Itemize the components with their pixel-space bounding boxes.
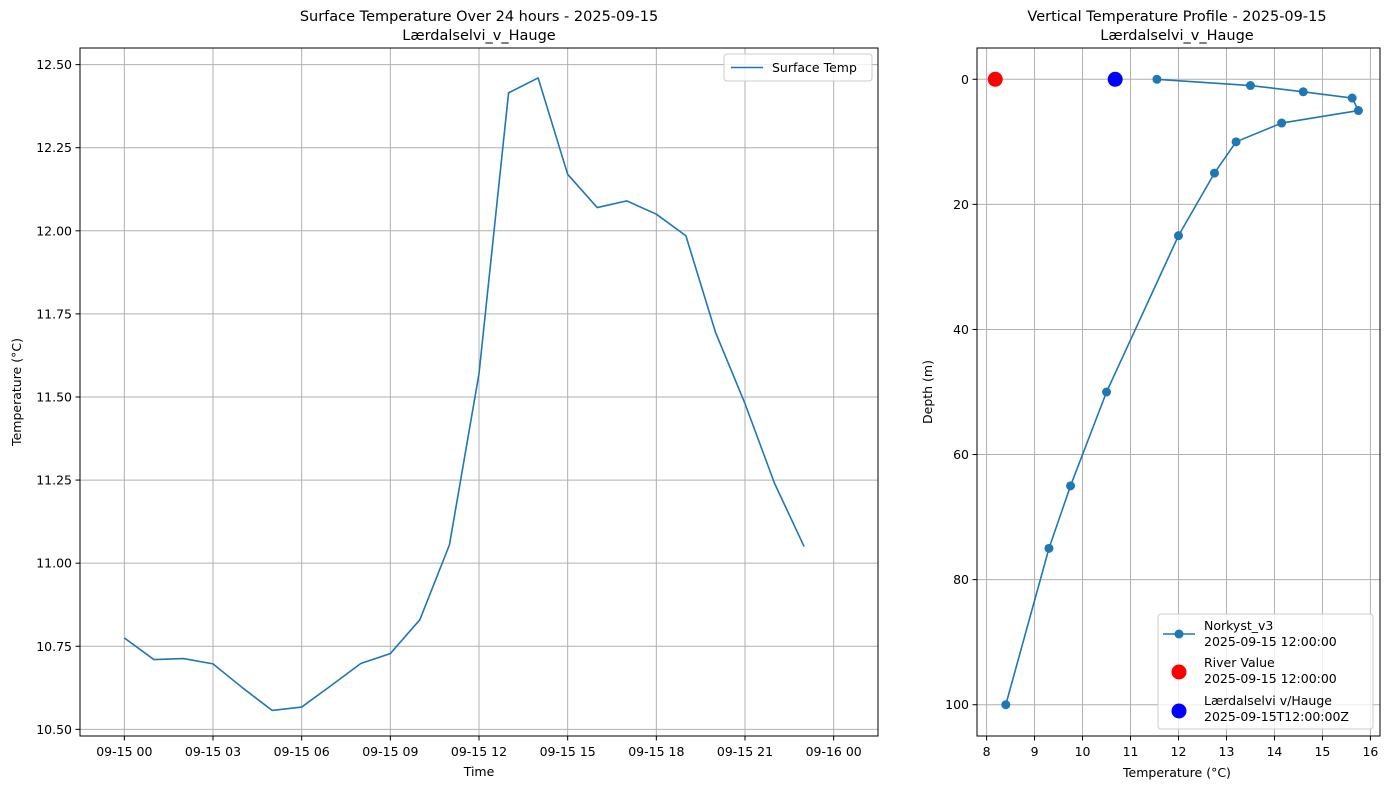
left-chart-subtitle: Lærdalselvi_v_Hauge [402,28,556,44]
right-data-point [1277,118,1287,128]
right-legend: Norkyst_v3 2025-09-15 12:00:00 River Val… [1157,613,1374,730]
left-grid [80,48,878,736]
left-legend: Surface Temp [723,53,873,82]
right-data-point [1174,231,1183,241]
right-highlight-point [1107,71,1123,87]
right-chart-subtitle: Lærdalselvi_v_Hauge [1100,28,1254,44]
left-axis-ticks: 09-15 00 09-15 03 09-15 06 09-15 09 09-15 12… [36,57,862,759]
right-data-point [1231,137,1241,147]
right-data-point [1209,168,1219,178]
legend-norkyst-label-line2: 2025-09-15 12:00:00 [1204,634,1337,649]
left-y-tick-label: 10.75 [36,639,72,654]
left-x-tick-label: 09-15 15 [540,744,596,759]
right-data-point [1347,93,1357,103]
vertical-profile-chart: Vertical Temperature Profile - 2025-09-1… [920,9,1381,780]
left-x-tick-label: 09-15 03 [185,744,241,759]
left-y-tick-label: 12.00 [36,223,72,238]
right-y-tick-label: 100 [945,697,969,712]
legend-river-label: River Value [1204,655,1275,670]
left-chart-title: Surface Temperature Over 24 hours - 2025… [300,9,658,25]
left-series-line [123,77,805,712]
legend-norkyst-label: Norkyst_v3 [1204,618,1273,633]
right-x-tick-label: 8 [983,744,991,759]
right-y-tick-label: 40 [953,322,969,337]
legend-river-swatch [1171,664,1187,680]
right-axis-ticks: 8 9 10 11 12 13 14 15 16 0 20 40 60 80 100 [945,72,1378,759]
right-x-axis-label: Temperature (°C) [1122,765,1231,780]
right-x-tick-label: 16 [1362,744,1378,759]
left-x-axis-label: Time [463,764,495,779]
right-data-point [1152,74,1162,84]
legend-station-label-line2: 2025-09-15T12:00:00Z [1204,709,1349,724]
right-legend-box [1157,613,1374,730]
legend-station-swatch [1171,703,1187,719]
surface-temperature-chart: Surface Temperature Over 24 hours - 2025… [9,9,879,779]
right-data-point [1245,81,1255,91]
left-x-tick-label: 09-16 00 [806,744,862,759]
left-y-tick-label: 11.25 [36,473,72,488]
right-y-tick-label: 0 [961,72,969,87]
left-legend-label: Surface Temp [772,60,857,75]
right-data-point [1044,543,1054,553]
left-legend-box [723,53,873,82]
left-x-tick-label: 09-15 18 [628,744,684,759]
left-x-tick-label: 09-15 21 [717,744,773,759]
right-data-point [1001,700,1011,710]
left-y-tick-label: 10.50 [36,722,72,737]
right-y-tick-label: 60 [953,447,969,462]
right-x-tick-label: 12 [1171,744,1187,759]
right-data-point [1102,387,1112,397]
right-y-axis-label: Depth (m) [920,360,935,424]
left-y-tick-label: 11.75 [36,306,72,321]
right-data-point [1298,87,1308,97]
right-x-tick-label: 13 [1219,744,1235,759]
right-x-tick-label: 14 [1266,744,1282,759]
left-x-tick-label: 09-15 06 [274,744,330,759]
right-x-tick-label: 15 [1314,744,1330,759]
left-y-tick-label: 12.50 [36,57,72,72]
right-x-tick-label: 11 [1123,744,1139,759]
legend-station-label: Lærdalselvi v/Hauge [1204,693,1332,708]
left-series [123,77,805,712]
left-x-tick-label: 09-15 12 [451,744,507,759]
right-chart-title: Vertical Temperature Profile - 2025-09-1… [1027,9,1326,25]
right-data-point [1066,481,1076,491]
legend-river-label-line2: 2025-09-15 12:00:00 [1204,671,1337,686]
right-y-tick-label: 80 [953,572,969,587]
right-series [987,71,1363,710]
right-highlight-point [987,71,1003,87]
right-series-line [1005,78,1360,705]
right-y-tick-label: 20 [953,197,969,212]
left-y-tick-label: 11.00 [36,556,72,571]
left-y-tick-label: 11.50 [36,389,72,404]
left-x-tick-label: 09-15 09 [362,744,418,759]
left-y-axis-label: Temperature (°C) [9,338,24,447]
right-data-point [1353,106,1363,116]
left-x-tick-label: 09-15 00 [96,744,152,759]
left-y-tick-label: 12.25 [36,140,72,155]
right-x-tick-label: 9 [1031,744,1039,759]
legend-norkyst-swatch-marker [1174,629,1184,639]
right-x-tick-label: 10 [1075,744,1091,759]
